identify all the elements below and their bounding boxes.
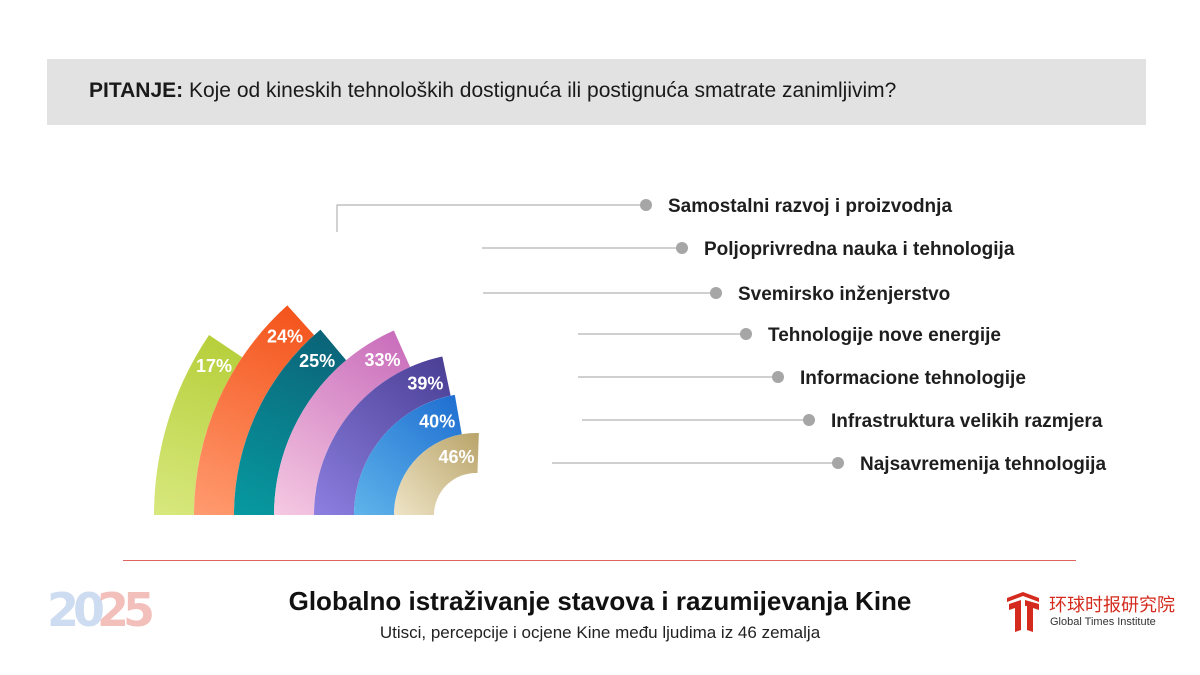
band-poljoprivredna-nauka-i-tehnologija bbox=[194, 305, 315, 515]
category-labels-layer: Samostalni razvoj i proizvodnja Poljopriv… bbox=[668, 196, 1106, 475]
value-label-najsavremenija-tehnologija: 46% bbox=[438, 447, 474, 467]
leader-dot-najsavremenija-tehnologija bbox=[832, 457, 844, 469]
value-label-informacione-tehnologije: 39% bbox=[407, 373, 443, 393]
question-prefix: PITANJE: bbox=[89, 79, 184, 102]
leader-dot-svemirsko-inzenjerstvo bbox=[710, 287, 722, 299]
footer-divider bbox=[123, 560, 1076, 561]
value-labels-layer: 17% 24% 25% 33% 39% 40% 46% bbox=[196, 327, 475, 467]
gt-emblem-icon bbox=[1007, 592, 1039, 632]
year-2025-logo: 20 25 bbox=[47, 586, 157, 632]
value-label-samostalni-razvoj-i-proizvodnja: 17% bbox=[196, 356, 232, 376]
leader-dot-infrastruktura-velikih-razmjera bbox=[803, 414, 815, 426]
category-label-infrastruktura-velikih-razmjera: Infrastruktura velikih razmjera bbox=[831, 411, 1103, 432]
band-tehnologije-nove-energije bbox=[274, 330, 411, 515]
band-najsavremenija-tehnologija bbox=[394, 433, 479, 515]
svg-text:20: 20 bbox=[47, 586, 103, 632]
leader-dot-tehnologije-nove-energije bbox=[740, 328, 752, 340]
leaders-layer bbox=[336, 199, 844, 469]
global-times-institute-logo: 环球时报研究院 Global Times Institute bbox=[1003, 590, 1175, 636]
value-label-infrastruktura-velikih-razmjera: 40% bbox=[419, 412, 455, 432]
category-label-poljoprivredna-nauka-i-tehnologija: Poljoprivredna nauka i tehnologija bbox=[704, 239, 1015, 260]
category-label-samostalni-razvoj-i-proizvodnja: Samostalni razvoj i proizvodnja bbox=[668, 196, 952, 217]
bands-layer bbox=[154, 305, 479, 515]
radial-bar-chart: 17% 24% 25% 33% 39% 40% 46% Samostalni razvoj … bbox=[154, 196, 1106, 515]
band-infrastruktura-velikih-razmjera bbox=[354, 394, 462, 515]
category-label-tehnologije-nove-energije: Tehnologije nove energije bbox=[768, 325, 1001, 346]
band-svemirsko-inzenjerstvo bbox=[234, 329, 347, 515]
value-label-svemirsko-inzenjerstvo: 25% bbox=[299, 351, 335, 371]
value-label-tehnologije-nove-energije: 33% bbox=[364, 350, 400, 370]
question-text: PITANJE: Koje od kineskih tehnoloških do… bbox=[89, 79, 896, 103]
leader-dot-informacione-tehnologije bbox=[772, 371, 784, 383]
leader-dot-poljoprivredna-nauka-i-tehnologija bbox=[676, 242, 688, 254]
footer-subtitle: Utisci, percepcije i ocjene Kine među lj… bbox=[379, 623, 821, 642]
question-body: Koje od kineskih tehnoloških dostignuća … bbox=[183, 79, 897, 102]
svg-text:25: 25 bbox=[97, 586, 152, 632]
leader-dot-samostalni-razvoj-i-proizvodnja bbox=[640, 199, 652, 211]
logo-chinese-name: 环球时报研究院 bbox=[1049, 595, 1175, 616]
footer-title: Globalno istraživanje stavova i razumije… bbox=[288, 586, 912, 616]
category-label-svemirsko-inzenjerstvo: Svemirsko inženjerstvo bbox=[738, 284, 950, 305]
value-label-poljoprivredna-nauka-i-tehnologija: 24% bbox=[267, 327, 303, 347]
category-label-informacione-tehnologije: Informacione tehnologije bbox=[800, 368, 1026, 389]
leader-line-samostalni-razvoj-i-proizvodnja bbox=[336, 204, 646, 232]
band-samostalni-razvoj-i-proizvodnja bbox=[154, 334, 243, 515]
logo-english-name: Global Times Institute bbox=[1050, 616, 1156, 628]
question-bar: PITANJE: Koje od kineskih tehnoloških do… bbox=[47, 59, 1146, 125]
band-informacione-tehnologije bbox=[314, 356, 451, 515]
category-label-najsavremenija-tehnologija: Najsavremenija tehnologija bbox=[860, 454, 1106, 475]
